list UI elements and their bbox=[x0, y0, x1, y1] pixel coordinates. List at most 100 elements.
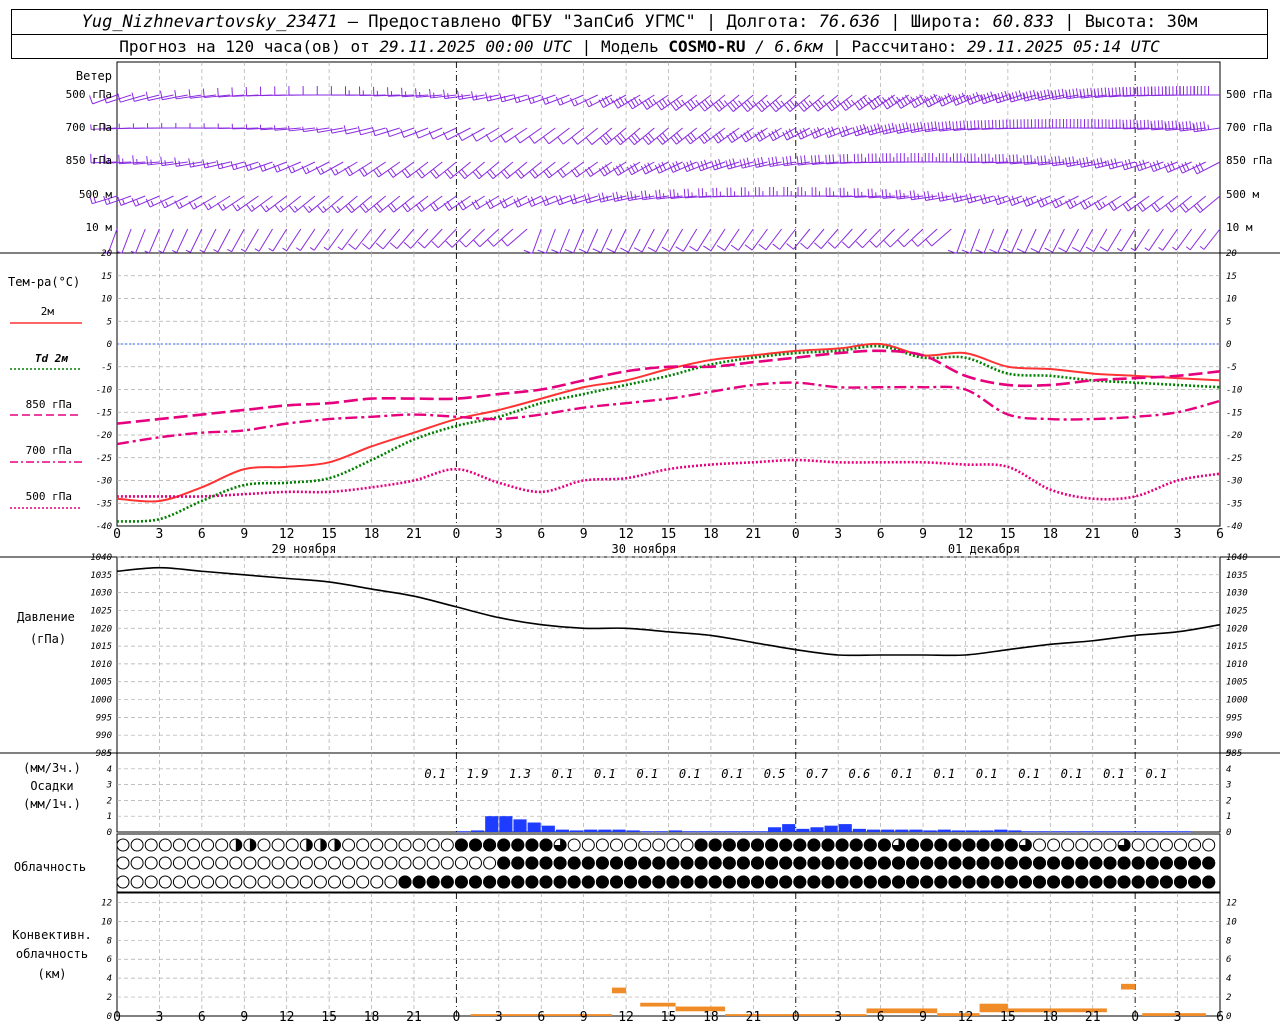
wind-barb-flag bbox=[813, 128, 819, 138]
wind-barb-flag bbox=[244, 161, 249, 171]
wind-barb-staff bbox=[577, 127, 599, 145]
wind-barb-flag bbox=[1090, 87, 1093, 97]
wind-barb-flag bbox=[626, 166, 633, 175]
wind-barb-flag bbox=[231, 203, 238, 212]
wind-barb-staff bbox=[1134, 228, 1150, 252]
cloud-cover-fill bbox=[708, 856, 722, 870]
pressure-tick-label: 1030 bbox=[90, 589, 112, 599]
cloud-cover-fill bbox=[779, 875, 793, 889]
wind-barb-staff bbox=[519, 127, 542, 144]
wind-barb-flag bbox=[372, 169, 379, 178]
conv-label-c: (км) bbox=[38, 967, 67, 981]
wind-barb-flag bbox=[683, 188, 686, 198]
wind-barb-flag bbox=[631, 135, 638, 143]
wind-barb-flag bbox=[775, 156, 778, 166]
wind-barb-flag bbox=[1158, 247, 1163, 251]
wind-barb-flag bbox=[810, 129, 815, 139]
cloud-cover-fill bbox=[920, 856, 934, 870]
cloud-cover-fill bbox=[1103, 875, 1117, 889]
wind-barb-flag bbox=[701, 133, 708, 142]
precip-bar bbox=[1008, 830, 1022, 832]
wind-barb-flag bbox=[1122, 203, 1129, 212]
wind-barb-staff bbox=[646, 94, 669, 110]
wind-barb-flag bbox=[1079, 158, 1082, 168]
wind-barb-flag bbox=[164, 160, 167, 166]
hour-tick-label: 15 bbox=[321, 1010, 337, 1024]
wind-barb-staff bbox=[675, 94, 698, 111]
wind-barb-flag bbox=[489, 169, 497, 177]
wind-barb-flag bbox=[771, 130, 777, 140]
wind-barb-staff bbox=[164, 195, 188, 209]
wind-barb-staff bbox=[322, 195, 344, 214]
cloud-cover-fill bbox=[849, 875, 863, 889]
hour-tick-label: 3 bbox=[1174, 527, 1182, 542]
cloud-cover-fill bbox=[976, 875, 990, 889]
wind-barb-staff bbox=[473, 94, 499, 101]
wind-barb-staff bbox=[872, 94, 896, 110]
cloud-cover-fill bbox=[1019, 839, 1032, 852]
wind-barb-flag bbox=[1178, 122, 1181, 132]
wind-barb-staff bbox=[478, 161, 500, 180]
wind-barb-staff bbox=[1065, 228, 1080, 253]
precip-bar bbox=[1093, 831, 1107, 833]
wind-barb-flag bbox=[824, 129, 829, 138]
precip-tick-label: 3 bbox=[1225, 781, 1231, 791]
wind-barb-flag bbox=[584, 168, 591, 177]
cloud-cover-symbol bbox=[1089, 838, 1103, 852]
cloud-cover-symbol bbox=[299, 875, 313, 889]
precip-bar bbox=[810, 827, 824, 832]
wind-barb-flag bbox=[897, 239, 905, 248]
cloud-cover-fill bbox=[920, 875, 934, 889]
wind-barb-flag bbox=[729, 101, 737, 110]
wind-barb-flag bbox=[774, 129, 780, 138]
wind-barb-staff bbox=[886, 94, 910, 110]
wind-barb-flag bbox=[1139, 201, 1146, 210]
hour-tick-label: 9 bbox=[919, 1010, 927, 1024]
wind-barb-staff bbox=[107, 228, 118, 254]
wind-barb-flag bbox=[923, 122, 927, 132]
legend-td2m-label: Td 2м bbox=[35, 352, 68, 365]
wind-barb-flag bbox=[615, 191, 619, 201]
wind-barb-staff bbox=[365, 195, 386, 213]
wind-barb-flag bbox=[174, 89, 177, 100]
hour-tick-label: 6 bbox=[537, 1010, 545, 1024]
wind-barb-flag bbox=[616, 135, 624, 143]
hour-tick-label: 12 bbox=[958, 527, 974, 542]
header-row-station: Yug_Nizhnevartovsky_23471 – Предоставлен… bbox=[12, 10, 1267, 35]
wind-barb-flag bbox=[457, 90, 460, 100]
cloud-cover-fill bbox=[320, 839, 327, 851]
wind-barb-flag bbox=[103, 94, 107, 104]
pressure-tick-label: 1015 bbox=[90, 642, 112, 652]
wind-barb-staff bbox=[1095, 161, 1122, 169]
wind-barb-staff bbox=[501, 94, 528, 103]
wind-barb-flag bbox=[279, 205, 284, 211]
cloud-cover-fill bbox=[398, 875, 412, 889]
wind-barb-flag bbox=[612, 167, 619, 176]
wind-barb-staff bbox=[573, 228, 585, 254]
cloud-cover-fill bbox=[652, 856, 666, 870]
wind-barb-staff bbox=[272, 228, 288, 252]
wind-barb-flag bbox=[732, 130, 739, 139]
wind-barb-flag bbox=[606, 195, 609, 201]
temp-tick-label: -40 bbox=[1226, 522, 1242, 532]
wind-barb-flag bbox=[287, 164, 292, 174]
pressure-tick-label: 995 bbox=[1226, 713, 1242, 723]
wind-barb-staff bbox=[586, 228, 599, 253]
wind-barb-staff bbox=[917, 228, 938, 247]
hour-tick-label: 3 bbox=[834, 527, 842, 542]
wind-barb-flag bbox=[885, 189, 888, 199]
wind-barb-flag bbox=[810, 155, 813, 165]
wind-barb-flag bbox=[726, 134, 733, 143]
wind-barb-flag bbox=[647, 162, 653, 171]
wind-barb-staff bbox=[258, 228, 273, 252]
wind-barb-staff bbox=[289, 127, 316, 132]
wind-barb-flag bbox=[208, 203, 212, 209]
cloud-cover-fill bbox=[1188, 856, 1202, 870]
wind-barb-flag bbox=[890, 95, 897, 104]
wind-barb-flag bbox=[502, 198, 508, 207]
conv-tick-label: 12 bbox=[1226, 898, 1237, 908]
wind-barb-flag bbox=[947, 93, 953, 102]
wind-barb-staff bbox=[545, 228, 556, 254]
wind-barb-staff bbox=[327, 228, 344, 251]
wind-barb-flag bbox=[387, 204, 395, 213]
